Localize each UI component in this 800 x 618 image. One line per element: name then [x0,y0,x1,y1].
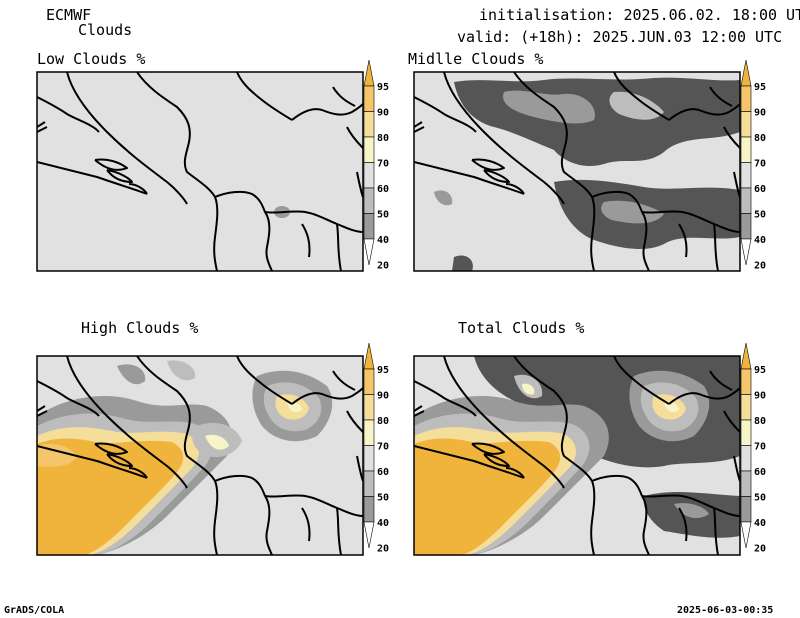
colorbar-segment [363,162,375,189]
colorbar-label: 80 [377,416,389,427]
map-panel-high [37,356,363,555]
colorbar-segment [363,213,375,240]
product-name: Clouds [78,21,133,39]
colorbar-segment [740,470,752,497]
colorbar-segment [363,85,375,112]
footer-left: GrADS/COLA [4,605,65,616]
panel-title-low: Low Clouds % [37,50,146,68]
colorbar-middle: 95 90 80 70 60 50 40 20 [740,59,766,272]
colorbar-label: 60 [377,467,389,478]
colorbar-segment [363,470,375,497]
map-panel-total [414,356,740,555]
colorbar-bottom-triangle [740,238,752,266]
panel-title-high: High Clouds % [81,319,199,337]
colorbar-label: 40 [754,518,766,529]
colorbar-segment [363,187,375,214]
colorbar-segment [363,111,375,138]
colorbar-label: 80 [754,133,766,144]
colorbar-top-triangle [363,342,375,370]
colorbar-label: 90 [377,108,389,119]
colorbar-segment [740,419,752,446]
colorbar-label: 50 [754,493,766,504]
colorbar-total: 95 90 80 70 60 50 40 20 [740,342,766,555]
colorbar-label: 95 [754,82,766,93]
colorbar-segment [363,394,375,421]
colorbar-segment [363,368,375,395]
colorbar-label: 90 [754,391,766,402]
panel-title-total: Total Clouds % [458,319,585,337]
colorbar-low: 95 90 80 70 60 50 40 20 [363,59,389,272]
colorbar-segment [740,368,752,395]
colorbar-label: 50 [754,210,766,221]
colorbar-label: 20 [754,261,766,272]
colorbar-segment [740,496,752,523]
colorbar-label: 70 [377,159,389,170]
colorbar-top-triangle [740,59,752,87]
colorbar-label: 40 [377,518,389,529]
colorbar-segment [363,496,375,523]
colorbar-label: 20 [377,544,389,555]
colorbar-label: 95 [377,365,389,376]
colorbar-bottom-triangle [740,521,752,549]
panel-title-middle: Midlle Clouds % [408,50,544,68]
colorbar-label: 95 [754,365,766,376]
colorbar-label: 50 [377,493,389,504]
colorbar-segment [740,162,752,189]
colorbar-label: 50 [377,210,389,221]
colorbar-label: 80 [754,416,766,427]
colorbar-label: 90 [377,391,389,402]
colorbar-label: 70 [754,442,766,453]
colorbar-label: 60 [754,467,766,478]
colorbar-segment [740,213,752,240]
colorbar-segment [363,136,375,163]
colorbar-label: 20 [754,544,766,555]
valid-time: valid: (+18h): 2025.JUN.03 12:00 UTC [457,28,783,46]
colorbar-label: 60 [754,184,766,195]
colorbar-segment [740,394,752,421]
colorbar-segment [740,85,752,112]
initialisation-time: initialisation: 2025.06.02. 18:00 UTC [479,6,800,24]
colorbar-label: 80 [377,133,389,144]
colorbar-label: 90 [754,108,766,119]
colorbar-segment [740,445,752,472]
colorbar-segment [740,187,752,214]
colorbar-segment [740,111,752,138]
colorbar-segment [363,445,375,472]
map-panel-low [37,72,363,271]
colorbar-label: 40 [377,235,389,246]
colorbar-label: 60 [377,184,389,195]
colorbar-segment [740,136,752,163]
colorbar-label: 40 [754,235,766,246]
colorbar-label: 70 [377,442,389,453]
colorbar-label: 20 [377,261,389,272]
map-panel-middle [414,72,740,271]
colorbar-top-triangle [363,59,375,87]
colorbar-top-triangle [740,342,752,370]
colorbar-segment [363,419,375,446]
colorbar-high: 95 90 80 70 60 50 40 20 [363,342,389,555]
colorbar-label: 70 [754,159,766,170]
model-name: ECMWF [46,6,92,24]
colorbar-bottom-triangle [363,521,375,549]
colorbar-label: 95 [377,82,389,93]
footer-right: 2025-06-03-00:35 [677,605,774,616]
colorbar-bottom-triangle [363,238,375,266]
